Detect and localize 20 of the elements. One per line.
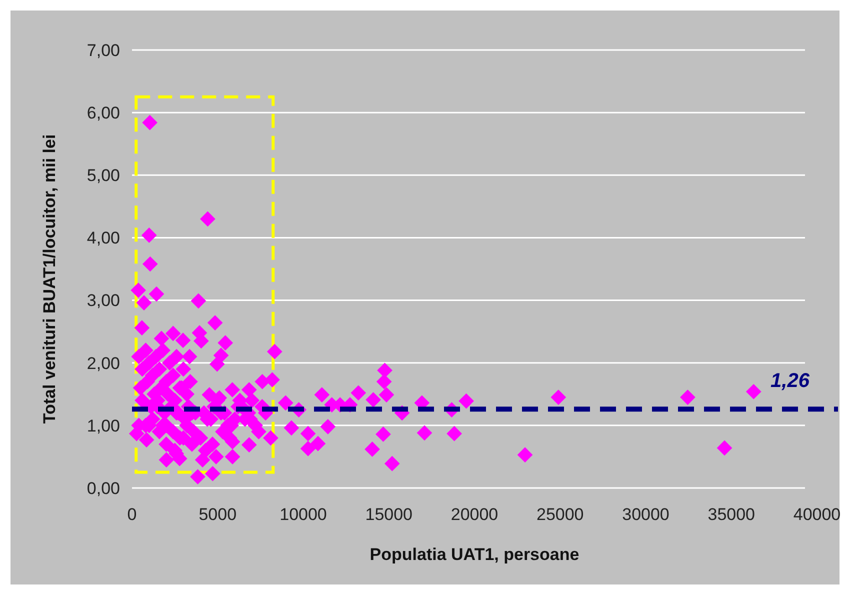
x-tick-label: 40000 bbox=[793, 505, 841, 524]
x-tick-label: 20000 bbox=[450, 505, 498, 524]
y-tick-label: 2,00 bbox=[86, 354, 120, 373]
x-tick-label: 35000 bbox=[708, 505, 756, 524]
y-tick-label: 6,00 bbox=[86, 104, 120, 123]
x-tick-label: 10000 bbox=[280, 505, 327, 524]
x-tick-label: 5000 bbox=[198, 505, 237, 524]
y-tick-label: 3,00 bbox=[86, 291, 120, 310]
ref-line-label: 1,26 bbox=[770, 370, 810, 392]
x-tick-label: 0 bbox=[127, 505, 137, 524]
y-tick-label: 4,00 bbox=[86, 228, 120, 248]
y-tick-label: 5,00 bbox=[86, 166, 120, 186]
y-tick-label: 7,00 bbox=[86, 40, 120, 60]
x-tick-label: 15000 bbox=[365, 505, 413, 524]
y-tick-label: 0,00 bbox=[86, 478, 120, 498]
y-tick-label: 1,00 bbox=[86, 416, 120, 436]
y-axis-title: Total venituri BUAT1/locuitor, mii lei bbox=[40, 134, 59, 424]
x-tick-label: 30000 bbox=[622, 505, 670, 524]
x-axis-title: Populatia UAT1, persoane bbox=[370, 545, 580, 564]
x-tick-label: 25000 bbox=[536, 505, 584, 524]
